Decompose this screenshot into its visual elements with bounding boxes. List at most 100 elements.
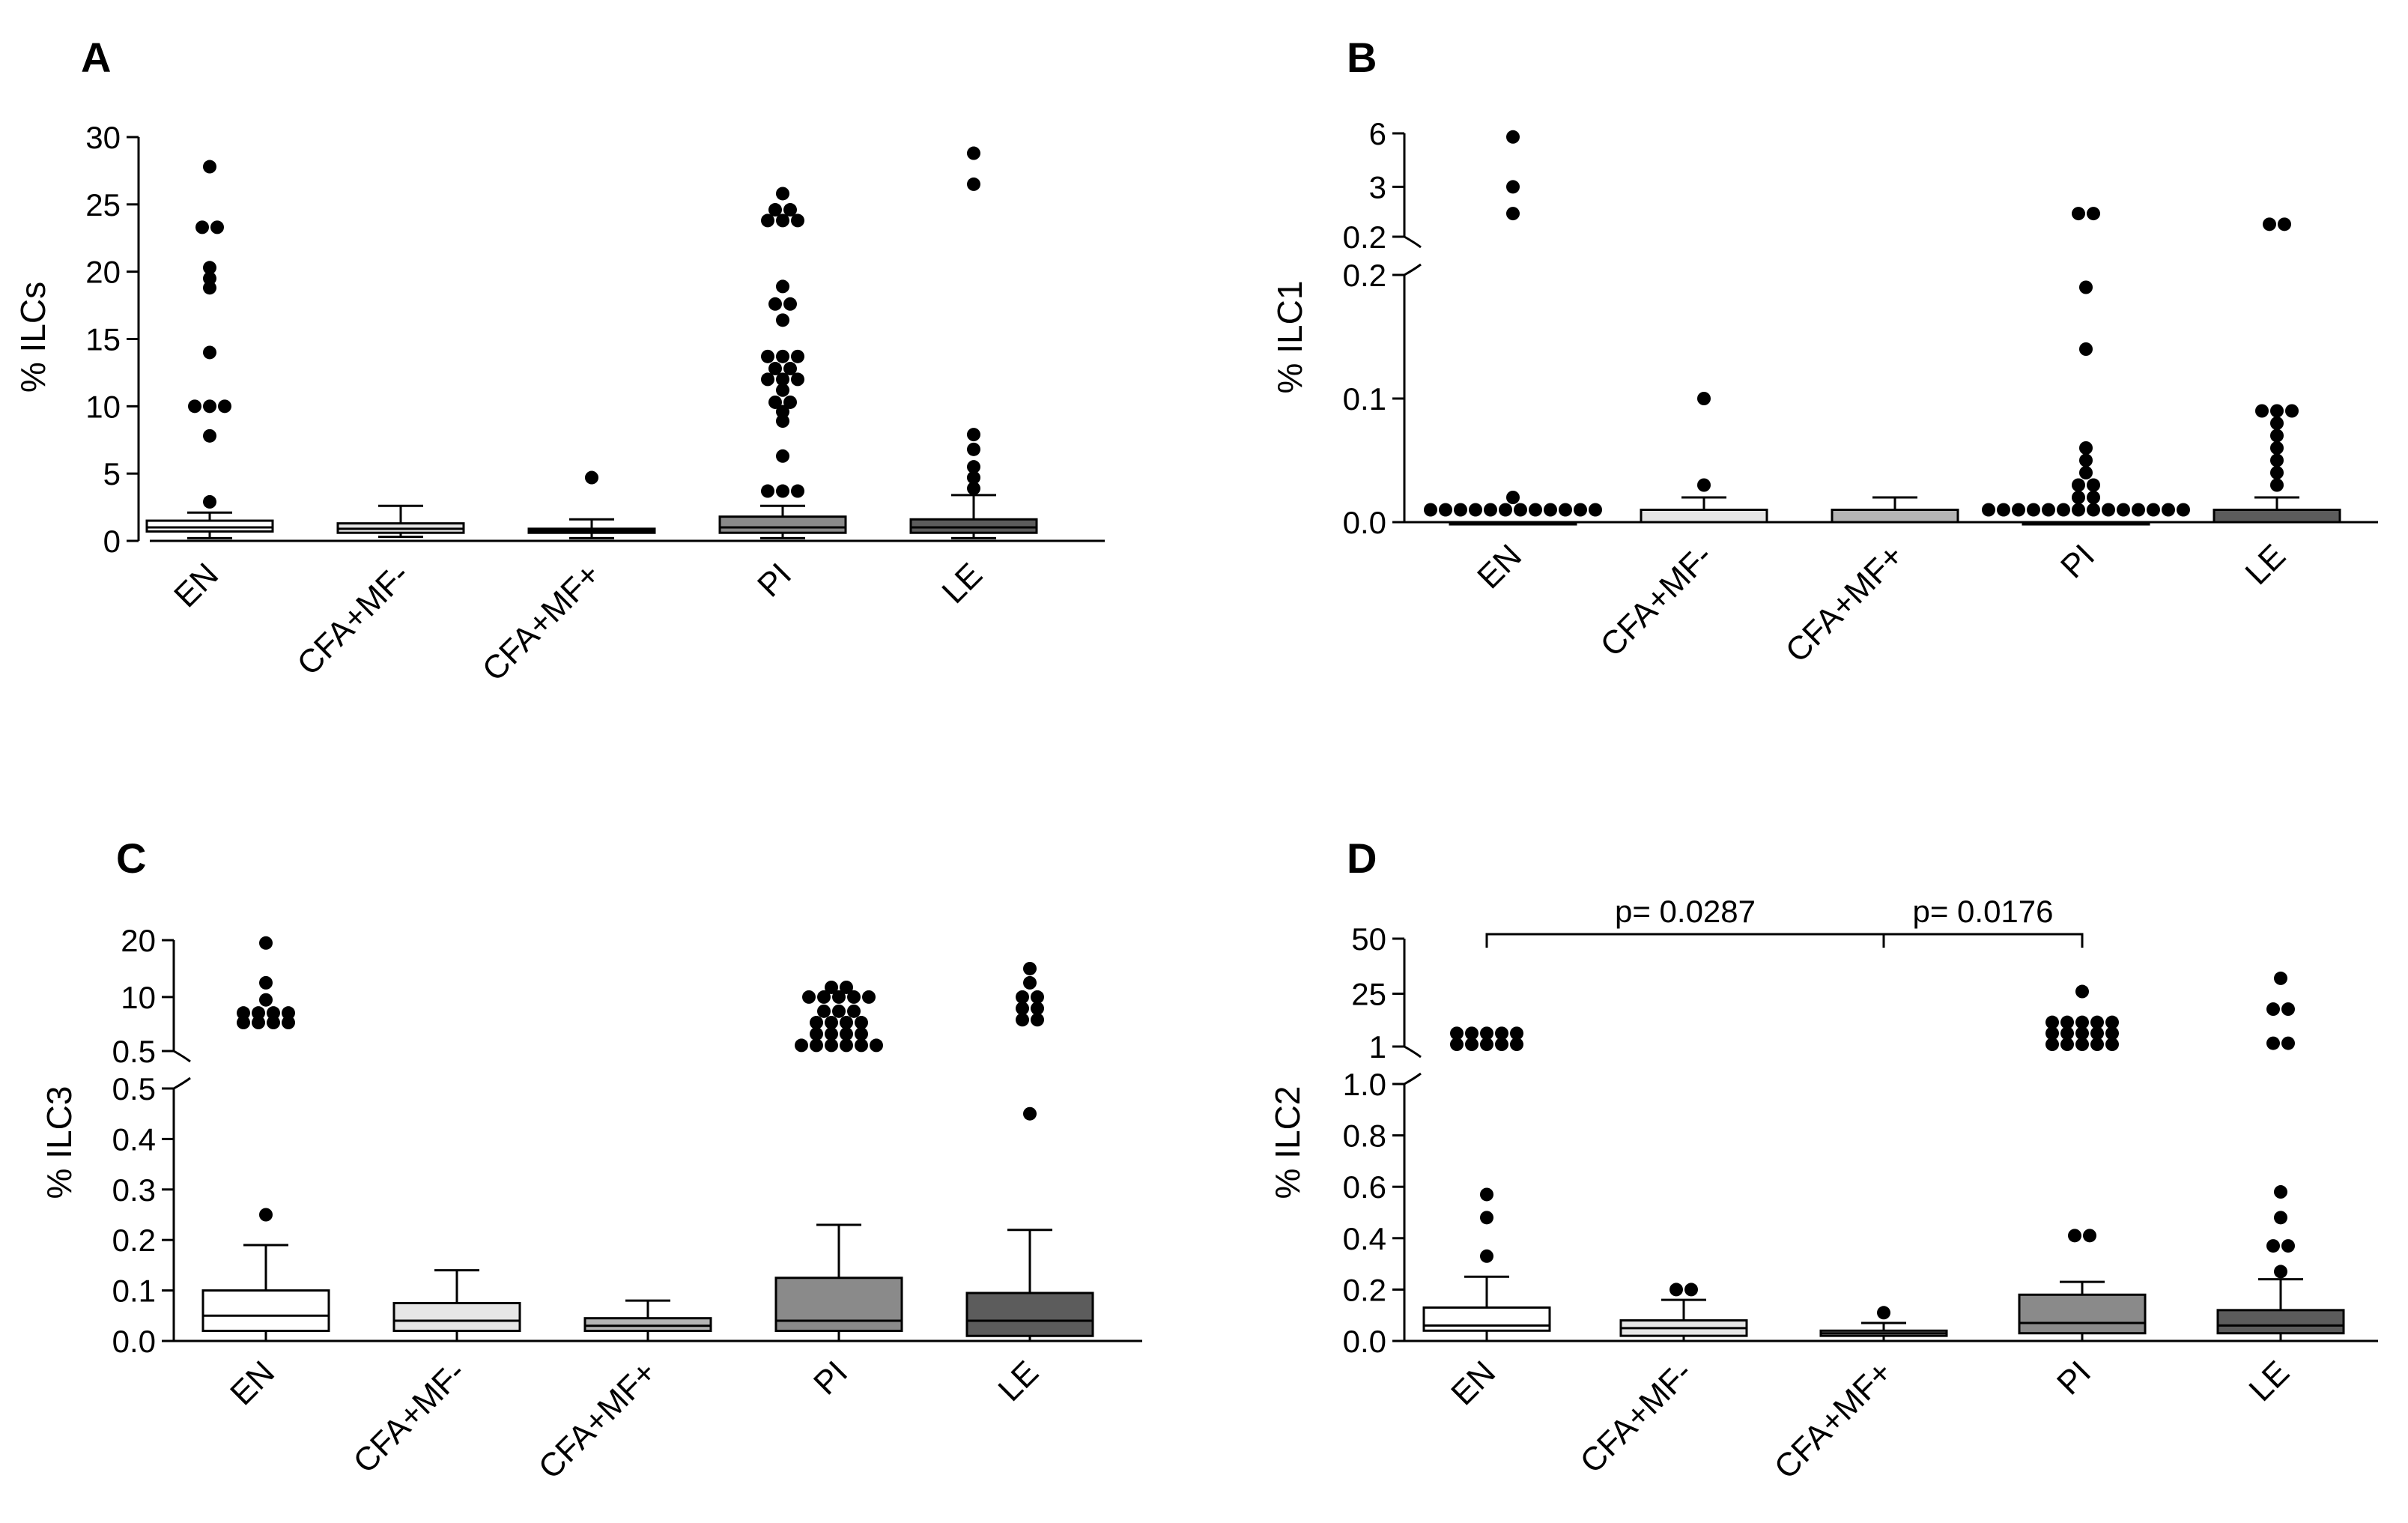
outlier-point: [967, 481, 980, 495]
outlier-point: [2270, 453, 2284, 467]
outlier-point: [1544, 503, 1557, 517]
outlier-point: [825, 1038, 838, 1053]
significance-bracket: [1882, 933, 2084, 948]
box-le: [2216, 1309, 2345, 1335]
outlier-point: [259, 936, 273, 950]
outlier-point: [1031, 1002, 1044, 1016]
outlier-point: [2274, 1265, 2287, 1279]
y-tick-label: 1.0: [1343, 1067, 1386, 1102]
y-tick-label: 20: [121, 923, 156, 958]
outlier-point: [810, 1016, 823, 1030]
outlier-point: [2255, 404, 2269, 418]
outlier-point: [1684, 1283, 1698, 1297]
x-tick-label: CFA+MF-: [1573, 1354, 1699, 1480]
axis-break: [1404, 263, 1422, 276]
outlier-point: [768, 362, 782, 376]
panel-letter: D: [1347, 835, 1377, 882]
outlier-point: [768, 395, 782, 409]
x-tick-label: PI: [807, 1354, 855, 1402]
outlier-point: [783, 203, 797, 217]
outlier-point: [761, 349, 774, 363]
outlier-point: [761, 484, 774, 498]
box-pi: [718, 515, 847, 534]
outlier-point: [2079, 441, 2093, 455]
outlier-point: [2045, 1015, 2059, 1029]
outlier-point: [776, 405, 789, 419]
box-le: [909, 518, 1038, 534]
outlier-point: [2012, 503, 2025, 517]
outlier-point: [870, 1038, 883, 1053]
outlier-point: [776, 383, 789, 397]
outlier-point: [2057, 503, 2070, 517]
y-tick-label: 0.0: [1343, 1324, 1386, 1359]
y-tick-label: 6: [1369, 116, 1386, 151]
box-le: [965, 1292, 1094, 1337]
x-tick-label: EN: [167, 556, 225, 614]
panel-letter: A: [81, 34, 111, 81]
outlier-point: [967, 146, 980, 160]
outlier-point: [776, 313, 789, 327]
outlier-point: [2060, 1015, 2074, 1029]
outlier-point: [2266, 1002, 2280, 1017]
outlier-point: [2270, 478, 2284, 492]
x-tick-label: PI: [2054, 537, 2102, 585]
outlier-point: [1495, 1026, 1508, 1041]
p-value-label: p= 0.0176: [1912, 894, 2053, 929]
outlier-point: [2087, 478, 2100, 492]
y-tick-label: 0.6: [1343, 1169, 1386, 1205]
y-tick-label: 0.2: [1343, 258, 1386, 293]
x-tick-label: CFA+MF-: [290, 556, 416, 682]
outlier-point: [776, 484, 789, 498]
outlier-point: [1016, 990, 1029, 1004]
outlier-point: [2274, 1211, 2287, 1225]
outlier-point: [761, 372, 774, 387]
y-axis-label: % ILCs: [13, 282, 52, 393]
outlier-point: [2266, 1239, 2280, 1253]
outlier-point: [2079, 342, 2093, 356]
outlier-point: [259, 975, 273, 990]
outlier-point: [1465, 1026, 1479, 1041]
outlier-point: [188, 399, 201, 414]
outlier-point: [776, 214, 789, 228]
y-tick-label: 0.5: [112, 1034, 156, 1069]
outlier-point: [2270, 404, 2284, 418]
outlier-point: [203, 399, 216, 414]
box-pi: [774, 1277, 903, 1333]
outlier-point: [2285, 404, 2299, 418]
outlier-point: [2075, 1038, 2089, 1052]
outlier-point: [840, 1016, 853, 1030]
outlier-point: [2105, 1026, 2119, 1041]
outlier-point: [2072, 478, 2085, 492]
outlier-point: [832, 990, 846, 1004]
outlier-point: [1480, 1249, 1493, 1263]
outlier-point: [203, 345, 216, 360]
outlier-point: [2072, 491, 2085, 504]
outlier-point: [1506, 180, 1520, 194]
outlier-point: [203, 429, 216, 443]
outlier-point: [1877, 1306, 1890, 1320]
y-tick-label: 0.2: [1343, 1272, 1386, 1307]
outlier-point: [855, 1027, 868, 1041]
outlier-point: [783, 297, 797, 311]
box-cfa+mf-: [392, 1301, 521, 1333]
outlier-point: [2270, 429, 2284, 443]
outlier-point: [1510, 1026, 1523, 1041]
outlier-point: [802, 990, 816, 1004]
y-tick-label: 0.4: [112, 1121, 156, 1157]
outlier-point: [1031, 1013, 1044, 1027]
outlier-point: [1480, 1211, 1493, 1225]
outlier-point: [825, 1027, 838, 1041]
outlier-point: [1424, 503, 1437, 517]
outlier-point: [817, 990, 831, 1004]
outlier-point: [1480, 1026, 1493, 1041]
box-cfa+mf-: [1640, 509, 1768, 524]
p-value-label: p= 0.0287: [1615, 894, 1756, 929]
outlier-point: [267, 1016, 280, 1030]
outlier-point: [847, 990, 861, 1004]
outlier-point: [783, 362, 797, 376]
outlier-point: [967, 460, 980, 474]
x-tick-label: PI: [2050, 1354, 2098, 1402]
outlier-point: [832, 1004, 846, 1018]
outlier-point: [1439, 503, 1452, 517]
outlier-point: [2274, 1185, 2287, 1199]
